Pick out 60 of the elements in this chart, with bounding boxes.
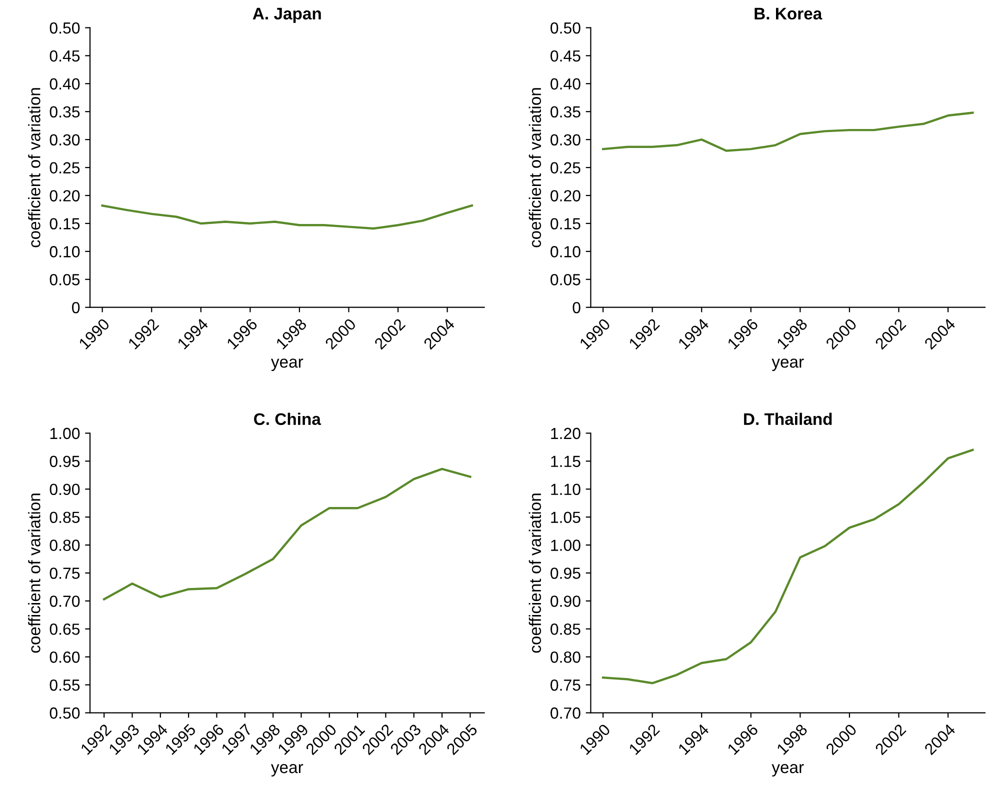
y-tick-label: 0.70: [50, 596, 80, 607]
y-tick-label: 0.25: [550, 162, 580, 174]
y-tick-label: 0.50: [550, 22, 580, 34]
line-series: [101, 204, 474, 230]
y-tick-label: 0: [572, 302, 580, 314]
line-series: [602, 448, 974, 684]
y-tick-label: 0.95: [550, 568, 580, 579]
y-tick-label: 0: [72, 302, 80, 314]
y-tick-label: 0.75: [50, 568, 80, 579]
y-tick-label: 0.10: [50, 246, 80, 258]
y-tick-label: 0.25: [50, 162, 80, 174]
y-tick-label: 0.45: [550, 50, 580, 62]
y-tick-label: 1.15: [551, 456, 580, 468]
y-tick-label: 1.00: [50, 428, 80, 440]
y-tick-label: 0.85: [550, 624, 580, 635]
line-series: [602, 112, 974, 152]
y-tick-label: 0.90: [550, 596, 580, 607]
y-tick-label: 0.50: [50, 22, 80, 34]
y-tick-label: 0.20: [50, 190, 80, 202]
line-series: [102, 468, 472, 600]
y-tick-label: 0.75: [550, 679, 580, 691]
y-tick-label: 0.05: [50, 274, 80, 286]
y-tick-label: 0.40: [50, 78, 80, 90]
x-axis-title: year: [270, 764, 304, 776]
y-tick-label: 0.05: [550, 274, 580, 286]
y-tick-label: 1.20: [551, 428, 580, 440]
y-tick-label: 0.65: [50, 624, 80, 635]
y-tick-label: 0.15: [550, 218, 580, 230]
y-tick-label: 0.30: [50, 134, 80, 146]
x-axis-title: year: [772, 764, 804, 776]
y-tick-label: 0.95: [50, 456, 80, 468]
chart-title: D. Thailand: [744, 412, 832, 426]
x-axis-title: year: [772, 358, 804, 372]
y-tick-label: 0.30: [550, 134, 580, 146]
y-tick-label: 0.40: [550, 78, 580, 90]
y-tick-label: 0.45: [50, 50, 80, 62]
y-tick-label: 1.00: [551, 540, 580, 551]
y-tick-label: 0.85: [50, 512, 80, 524]
y-axis-title: coefficient of variation: [28, 494, 40, 653]
y-tick-label: 0.50: [50, 707, 80, 719]
x-axis-title: year: [270, 358, 304, 372]
y-tick-label: 0.10: [550, 246, 580, 258]
y-tick-label: 0.80: [50, 540, 80, 551]
y-tick-label: 0.70: [550, 707, 580, 719]
y-axis-title: coefficient of variation: [528, 494, 542, 653]
chart-title: C. China: [254, 412, 322, 426]
y-tick-label: 0.80: [550, 652, 580, 663]
y-tick-label: 0.15: [50, 218, 80, 230]
chart-title: A. Japan: [252, 8, 321, 23]
y-tick-label: 0.60: [50, 652, 80, 663]
y-tick-label: 0.90: [50, 484, 80, 496]
y-axis-title: coefficient of variation: [528, 88, 542, 248]
y-tick-label: 0.20: [550, 190, 580, 202]
y-tick-label: 0.35: [550, 106, 580, 118]
y-tick-label: 1.05: [551, 512, 580, 524]
chart-title: B. Korea: [754, 8, 822, 20]
y-axis-title: coefficient of variation: [28, 88, 40, 248]
y-tick-label: 1.10: [551, 484, 580, 496]
y-tick-label: 0.55: [50, 679, 80, 691]
y-tick-label: 0.35: [50, 106, 80, 118]
